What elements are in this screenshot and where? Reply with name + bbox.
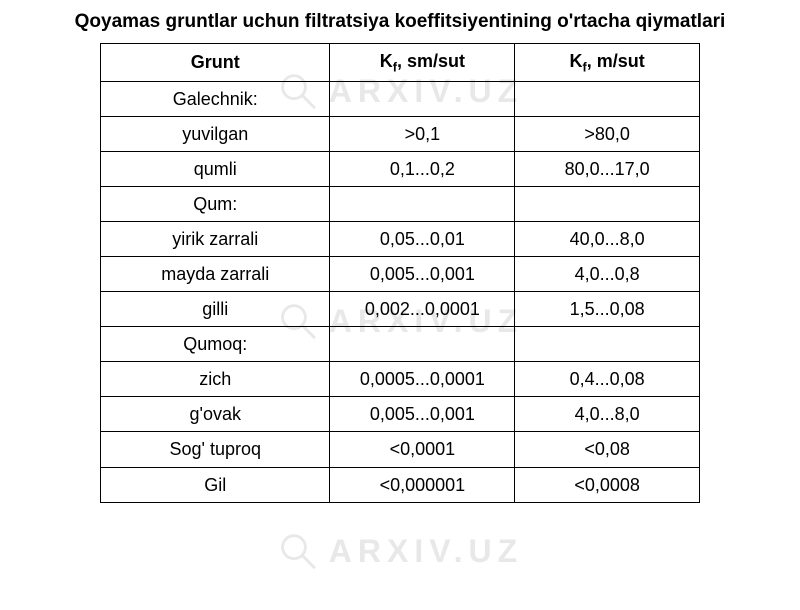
- cell-sm: <0,0001: [330, 432, 515, 467]
- cell-grunt: Qumoq:: [101, 327, 330, 362]
- cell-sm: 0,0005...0,0001: [330, 362, 515, 397]
- cell-sm: 0,1...0,2: [330, 151, 515, 186]
- cell-m: 40,0...8,0: [515, 221, 700, 256]
- cell-sm: [330, 327, 515, 362]
- cell-m: 80,0...17,0: [515, 151, 700, 186]
- cell-sm: 0,005...0,001: [330, 257, 515, 292]
- cell-grunt: zich: [101, 362, 330, 397]
- cell-m: [515, 81, 700, 116]
- cell-m: 0,4...0,08: [515, 362, 700, 397]
- cell-m: 4,0...0,8: [515, 257, 700, 292]
- cell-m: >80,0: [515, 116, 700, 151]
- cell-sm: 0,002...0,0001: [330, 292, 515, 327]
- cell-m: <0,0008: [515, 467, 700, 502]
- cell-sm: <0,000001: [330, 467, 515, 502]
- table-row: qumli0,1...0,280,0...17,0: [101, 151, 700, 186]
- table-row: Galechnik:: [101, 81, 700, 116]
- table-row: yuvilgan>0,1>80,0: [101, 116, 700, 151]
- cell-sm: >0,1: [330, 116, 515, 151]
- cell-m: <0,08: [515, 432, 700, 467]
- filtration-table: Grunt Kf, sm/sut Kf, m/sut Galechnik: yu…: [100, 43, 700, 503]
- magnifier-icon: [277, 530, 319, 572]
- header-kf-sm: Kf, sm/sut: [330, 43, 515, 81]
- cell-sm: [330, 186, 515, 221]
- table-row: yirik zarrali0,05...0,0140,0...8,0: [101, 221, 700, 256]
- cell-sm: [330, 81, 515, 116]
- watermark-text: ARXIV.UZ: [329, 533, 523, 570]
- table-row: Qum:: [101, 186, 700, 221]
- table-body: Galechnik: yuvilgan>0,1>80,0 qumli0,1...…: [101, 81, 700, 502]
- cell-grunt: yuvilgan: [101, 116, 330, 151]
- cell-grunt: Qum:: [101, 186, 330, 221]
- cell-grunt: qumli: [101, 151, 330, 186]
- table-row: g'ovak0,005...0,0014,0...8,0: [101, 397, 700, 432]
- cell-sm: 0,005...0,001: [330, 397, 515, 432]
- cell-grunt: g'ovak: [101, 397, 330, 432]
- table-row: gilli0,002...0,00011,5...0,08: [101, 292, 700, 327]
- page-title: Qoyamas gruntlar uchun filtratsiya koeff…: [40, 10, 760, 35]
- table-row: Qumoq:: [101, 327, 700, 362]
- cell-m: [515, 186, 700, 221]
- cell-sm: 0,05...0,01: [330, 221, 515, 256]
- cell-grunt: gilli: [101, 292, 330, 327]
- cell-grunt: Gil: [101, 467, 330, 502]
- cell-grunt: Galechnik:: [101, 81, 330, 116]
- header-kf-m: Kf, m/sut: [515, 43, 700, 81]
- table-header-row: Grunt Kf, sm/sut Kf, m/sut: [101, 43, 700, 81]
- cell-grunt: Sog' tuproq: [101, 432, 330, 467]
- header-grunt: Grunt: [101, 43, 330, 81]
- cell-m: [515, 327, 700, 362]
- table-row: mayda zarrali0,005...0,0014,0...0,8: [101, 257, 700, 292]
- cell-grunt: yirik zarrali: [101, 221, 330, 256]
- cell-m: 1,5...0,08: [515, 292, 700, 327]
- table-row: Sog' tuproq<0,0001<0,08: [101, 432, 700, 467]
- cell-grunt: mayda zarrali: [101, 257, 330, 292]
- table-row: zich0,0005...0,00010,4...0,08: [101, 362, 700, 397]
- watermark: ARXIV.UZ: [277, 530, 523, 572]
- cell-m: 4,0...8,0: [515, 397, 700, 432]
- table-row: Gil<0,000001<0,0008: [101, 467, 700, 502]
